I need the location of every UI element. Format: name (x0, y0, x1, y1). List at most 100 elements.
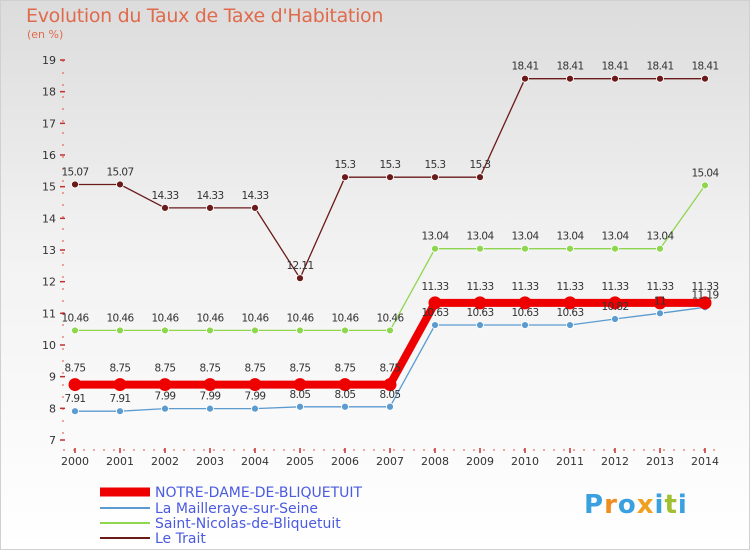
y-tick-label: 15 (42, 181, 56, 194)
la-mailleraye-point (341, 402, 349, 411)
saint-nicolas-data-label: 10.46 (241, 312, 269, 324)
proxiti-logo: Proxiti (584, 490, 688, 520)
la-mailleraye-point (611, 315, 619, 323)
saint-nicolas-point (611, 244, 619, 253)
legend-label-la-mailleraye: La Mailleraye-sur-Seine (155, 501, 318, 517)
notre-dame-point (248, 378, 262, 392)
saint-nicolas-data-label: 13.04 (511, 231, 539, 243)
saint-nicolas-data-label: 10.46 (61, 312, 89, 324)
logo-letter: r (604, 490, 618, 520)
saint-nicolas-data-label: 15.04 (691, 167, 719, 179)
la-mailleraye-point (476, 321, 484, 329)
legend-label-le-trait: Le Trait (155, 531, 206, 547)
notre-dame-data-label: 8.75 (155, 363, 176, 375)
le-trait-data-label: 18.41 (646, 61, 673, 73)
le-trait-point (521, 74, 529, 83)
saint-nicolas-point (701, 181, 709, 190)
saint-nicolas-point (206, 326, 214, 335)
notre-dame-data-label: 8.75 (335, 363, 356, 375)
saint-nicolas-data-label: 10.46 (286, 312, 314, 324)
le-trait-point (71, 180, 79, 189)
saint-nicolas-point (386, 326, 394, 335)
x-tick-label: 2001 (106, 455, 134, 468)
notre-dame-data-label: 11.33 (601, 281, 628, 293)
le-trait-point (431, 173, 439, 182)
y-tick-label: 11 (42, 307, 56, 320)
y-tick-label: 10 (42, 339, 56, 352)
le-trait-data-label: 12.11 (286, 260, 313, 272)
le-trait-point (386, 173, 394, 182)
logo-letter: x (636, 490, 655, 520)
saint-nicolas-data-label: 13.04 (646, 231, 674, 243)
la-mailleraye-point (431, 321, 439, 329)
notre-dame-data-label: 8.75 (110, 363, 131, 375)
le-trait-data-label: 18.41 (556, 61, 583, 73)
x-tick-label: 2012 (601, 455, 629, 468)
y-tick-label: 14 (42, 212, 56, 225)
notre-dame-data-label: 8.75 (290, 363, 311, 375)
le-trait-data-label: 15.3 (335, 159, 356, 171)
logo-letter: P (584, 490, 605, 520)
la-mailleraye-data-label: 7.99 (200, 391, 221, 403)
notre-dame-point (293, 378, 307, 392)
la-mailleraye-point (251, 404, 259, 413)
la-mailleraye-data-label: 7.91 (110, 393, 131, 405)
saint-nicolas-point (431, 244, 439, 253)
le-trait-data-label: 14.33 (196, 190, 223, 202)
notre-dame-data-label: 11.33 (691, 281, 718, 293)
notre-dame-point (383, 378, 397, 392)
le-trait-data-label: 15.07 (106, 166, 133, 178)
saint-nicolas-data-label: 13.04 (466, 231, 494, 243)
saint-nicolas-point (296, 326, 304, 335)
notre-dame-point (113, 378, 127, 392)
x-tick-label: 2004 (241, 455, 269, 468)
y-tick-label: 16 (42, 149, 56, 162)
la-mailleraye-point (566, 321, 574, 329)
notre-dame-point (428, 296, 442, 310)
y-tick-label: 7 (49, 434, 56, 447)
y-tick-label: 9 (49, 371, 56, 384)
le-trait-point (656, 74, 664, 83)
notre-dame-data-label: 11.33 (556, 281, 583, 293)
la-mailleraye-data-label: 11 (654, 295, 666, 307)
saint-nicolas-point (566, 244, 574, 253)
la-mailleraye-data-label: 7.91 (65, 393, 86, 405)
la-mailleraye-data-label: 8.05 (335, 389, 356, 401)
logo-letter: i (677, 490, 688, 520)
notre-dame-point (338, 378, 352, 392)
x-tick-label: 2006 (331, 455, 359, 468)
la-mailleraye-data-label: 7.99 (245, 391, 266, 403)
la-mailleraye-point (116, 407, 124, 416)
la-mailleraye-data-label: 10.63 (556, 307, 583, 319)
x-tick-label: 2002 (151, 455, 179, 468)
legend-label-saint-nicolas: Saint-Nicolas-de-Bliquetuit (155, 516, 341, 532)
saint-nicolas-data-label: 10.46 (106, 312, 134, 324)
notre-dame-point (698, 296, 712, 310)
la-mailleraye-point (206, 404, 214, 413)
saint-nicolas-data-label: 10.46 (376, 312, 404, 324)
logo-letter: i (654, 490, 665, 520)
legend-label-notre-dame: NOTRE-DAME-DE-BLIQUETUIT (155, 485, 363, 501)
la-mailleraye-data-label: 8.05 (380, 389, 401, 401)
la-mailleraye-point (656, 309, 664, 318)
la-mailleraye-point (296, 402, 304, 411)
saint-nicolas-point (251, 326, 259, 335)
la-mailleraye-data-label: 10.63 (421, 307, 448, 319)
le-trait-point (341, 173, 349, 182)
la-mailleraye-point (386, 402, 394, 411)
notre-dame-data-label: 8.75 (245, 363, 266, 375)
notre-dame-data-label: 8.75 (65, 363, 86, 375)
le-trait-point (251, 203, 259, 212)
y-tick-label: 8 (49, 402, 56, 415)
notre-dame-data-label: 11.33 (511, 281, 538, 293)
le-trait-data-label: 18.41 (691, 61, 718, 73)
y-tick-label: 12 (42, 276, 56, 289)
le-trait-point (476, 173, 484, 182)
x-tick-label: 2005 (286, 455, 314, 468)
x-tick-label: 2011 (556, 455, 584, 468)
y-tick-label: 17 (42, 117, 56, 130)
le-trait-data-label: 15.3 (425, 159, 446, 171)
le-trait-point (611, 74, 619, 83)
le-trait-point (161, 203, 169, 212)
